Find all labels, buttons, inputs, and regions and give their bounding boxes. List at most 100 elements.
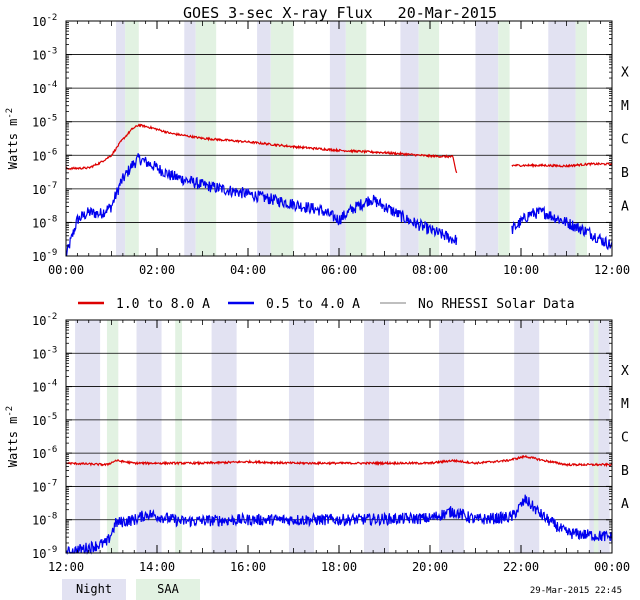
bottom-night-band-2 — [211, 320, 237, 553]
top-flare-class-B: B — [621, 166, 629, 181]
top-y-tick-label-base-2: 10 — [32, 183, 46, 197]
top-x-tick-label-2: 04:00 — [230, 263, 266, 277]
bottom-y-tick-label-exp-4: -5 — [46, 412, 57, 422]
shade-legend-label-1: SAA — [157, 582, 179, 596]
bottom-y-tick-label-exp-6: -3 — [46, 345, 57, 355]
footer-timestamp: 29-Mar-2015 22:45 — [530, 586, 622, 596]
bottom-y-tick-label-4: 10-5 — [32, 412, 57, 428]
top-panel: 10-910-810-710-610-510-410-310-200:00 02:… — [5, 13, 630, 277]
top-saa-band-3 — [345, 21, 367, 256]
top-y-tick-label-exp-1: -8 — [46, 214, 57, 224]
bottom-x-tick-label-2: 16:00 — [230, 560, 266, 574]
top-x-tick-label-0: 00:00 — [48, 263, 84, 277]
chart-date: 20-Mar-2015 — [398, 4, 497, 22]
top-y-axis-label-base: Watts m — [6, 119, 20, 170]
bottom-flare-class-C: C — [621, 431, 629, 446]
bottom-y-tick-label-base-5: 10 — [32, 381, 46, 395]
bottom-y-axis-label-exp: -2 — [5, 406, 15, 417]
top-saa-band-2 — [270, 21, 294, 256]
bottom-y-tick-label-base-6: 10 — [32, 347, 46, 361]
top-flare-class-M: M — [621, 99, 629, 114]
bottom-x-tick-label-6: 00:00 — [594, 560, 630, 574]
top-saa-band-5 — [498, 21, 510, 256]
bottom-y-tick-label-base-2: 10 — [32, 480, 46, 494]
bottom-y-axis-label: Watts m-2 — [5, 406, 20, 467]
top-saa-band-0 — [125, 21, 139, 256]
bottom-saa-band-1 — [175, 320, 183, 553]
top-series-short-channel — [65, 153, 613, 257]
top-y-tick-label-base-3: 10 — [32, 149, 46, 163]
top-y-tick-label-7: 10-2 — [32, 13, 57, 29]
top-y-axis-label-exp: -2 — [5, 108, 15, 119]
bottom-night-band-3 — [288, 320, 314, 553]
bottom-series-short-channel — [65, 494, 613, 556]
bottom-y-tick-label-exp-0: -9 — [46, 545, 57, 555]
bottom-y-tick-label-base-3: 10 — [32, 447, 46, 461]
top-y-tick-label-3: 10-6 — [32, 147, 57, 163]
bottom-y-tick-label-base-0: 10 — [32, 547, 46, 561]
bottom-night-band-6 — [514, 320, 540, 553]
bottom-series-long-channel — [65, 454, 613, 468]
top-flare-class-X: X — [621, 65, 629, 80]
top-y-tick-label-2: 10-7 — [32, 181, 57, 197]
bottom-y-tick-label-exp-7: -2 — [46, 312, 57, 322]
top-y-tick-label-exp-6: -3 — [46, 47, 57, 57]
legend-label-0: 1.0 to 8.0 A — [116, 297, 210, 312]
top-series-long-channel — [65, 123, 613, 174]
top-y-tick-label-exp-5: -4 — [46, 80, 57, 90]
top-night-band-1 — [184, 21, 196, 256]
shade-legend: Night SAA — [62, 579, 200, 600]
top-night-band-2 — [257, 21, 271, 256]
bottom-night-band-0 — [75, 320, 101, 553]
top-night-band-0 — [116, 21, 126, 256]
bottom-y-tick-label-base-7: 10 — [32, 314, 46, 328]
bottom-saa-band-2 — [593, 320, 599, 553]
bottom-y-tick-label-5: 10-4 — [32, 379, 57, 395]
top-x-tick-label-3: 06:00 — [321, 263, 357, 277]
top-night-band-5 — [475, 21, 499, 256]
bottom-flare-class-B: B — [621, 464, 629, 479]
bottom-saa-band-0 — [106, 320, 119, 553]
top-y-tick-label-exp-2: -7 — [46, 181, 57, 191]
bottom-y-tick-label-7: 10-2 — [32, 312, 57, 328]
bottom-y-tick-label-3: 10-6 — [32, 445, 57, 461]
top-y-tick-label-0: 10-9 — [32, 248, 57, 264]
bottom-y-axis-label-base: Watts m — [6, 417, 20, 468]
bottom-x-tick-label-3: 18:00 — [321, 560, 357, 574]
top-y-tick-label-base-7: 10 — [32, 15, 46, 29]
shade-legend-label-0: Night — [76, 582, 112, 596]
top-x-tick-label-6: 12:00 — [594, 263, 630, 277]
top-y-tick-label-1: 10-8 — [32, 214, 57, 230]
top-y-tick-label-exp-3: -6 — [46, 147, 57, 157]
bottom-y-tick-label-6: 10-3 — [32, 345, 57, 361]
top-y-tick-label-base-5: 10 — [32, 82, 46, 96]
bottom-y-tick-label-exp-1: -8 — [46, 512, 57, 522]
shade-legend-box-0 — [62, 579, 126, 600]
bottom-night-band-7 — [589, 320, 610, 553]
top-y-tick-label-5: 10-4 — [32, 80, 57, 96]
bottom-flare-class-M: M — [621, 397, 629, 412]
bottom-x-tick-label-4: 20:00 — [412, 560, 448, 574]
top-y-tick-label-base-0: 10 — [32, 250, 46, 264]
top-y-tick-label-6: 10-3 — [32, 47, 57, 63]
bottom-panel: 10-910-810-710-610-510-410-310-212:00 14:… — [5, 312, 630, 574]
legend: 1.0 to 8.0 A 0.5 to 4.0 A No RHESSI Solar … — [78, 297, 575, 312]
bottom-y-tick-label-exp-2: -7 — [46, 478, 57, 488]
bottom-x-tick-label-5: 22:00 — [503, 560, 539, 574]
top-x-tick-label-4: 08:00 — [412, 263, 448, 277]
top-x-tick-label-5: 10:00 — [503, 263, 539, 277]
top-y-tick-label-exp-0: -9 — [46, 248, 57, 258]
bottom-y-tick-label-2: 10-7 — [32, 478, 57, 494]
top-y-tick-label-exp-4: -5 — [46, 114, 57, 124]
top-saa-band-6 — [575, 21, 587, 256]
top-night-band-4 — [400, 21, 419, 256]
bottom-y-tick-label-exp-3: -6 — [46, 445, 57, 455]
bottom-y-tick-label-0: 10-9 — [32, 545, 57, 561]
bottom-y-tick-label-base-1: 10 — [32, 514, 46, 528]
top-flare-class-C: C — [621, 133, 629, 148]
top-night-band-3 — [329, 21, 346, 256]
top-y-tick-label-4: 10-5 — [32, 114, 57, 130]
bottom-y-tick-label-1: 10-8 — [32, 512, 57, 528]
top-y-tick-label-base-6: 10 — [32, 49, 46, 63]
top-y-axis-label: Watts m-2 — [5, 108, 20, 169]
